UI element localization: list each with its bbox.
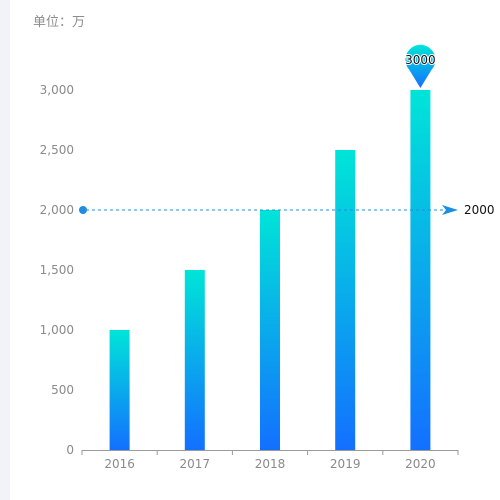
y-tick-label: 3,000 bbox=[40, 83, 74, 97]
x-tick-label: 2019 bbox=[330, 457, 361, 471]
x-axis: 2016 2017 2018 2019 2020 bbox=[81, 450, 459, 471]
y-tick-label: 2,000 bbox=[40, 203, 74, 217]
average-mark-line: 2000 bbox=[79, 203, 495, 217]
pin-shape bbox=[405, 44, 436, 88]
y-tick-label: 1,500 bbox=[40, 263, 74, 277]
bar-series bbox=[109, 90, 431, 450]
y-tick-label: 500 bbox=[51, 383, 74, 397]
mark-line-start-dot bbox=[79, 206, 87, 214]
y-tick-label: 1,000 bbox=[40, 323, 74, 337]
pin-label: 3000 bbox=[405, 53, 436, 67]
max-value-marker: 3000 bbox=[404, 44, 437, 88]
bar-2020 bbox=[410, 90, 431, 450]
y-tick-label: 2,500 bbox=[40, 143, 74, 157]
unit-label: 单位：万 bbox=[33, 15, 86, 30]
mark-line-arrow bbox=[442, 205, 458, 215]
left-panel-edge bbox=[0, 0, 10, 500]
x-tick-label: 2017 bbox=[180, 457, 211, 471]
x-tick-label: 2016 bbox=[104, 457, 135, 471]
x-tick-label: 2018 bbox=[255, 457, 286, 471]
bar-2018 bbox=[260, 210, 280, 450]
mark-line-label: 2000 bbox=[464, 203, 495, 217]
bar-2017 bbox=[184, 270, 205, 450]
y-axis: 0 500 1,000 1,500 2,000 2,500 3,000 bbox=[40, 83, 74, 457]
y-tick-label: 0 bbox=[66, 443, 74, 457]
x-tick-label: 2020 bbox=[405, 457, 436, 471]
bar-2016 bbox=[109, 330, 130, 450]
bar-2019 bbox=[335, 150, 356, 450]
